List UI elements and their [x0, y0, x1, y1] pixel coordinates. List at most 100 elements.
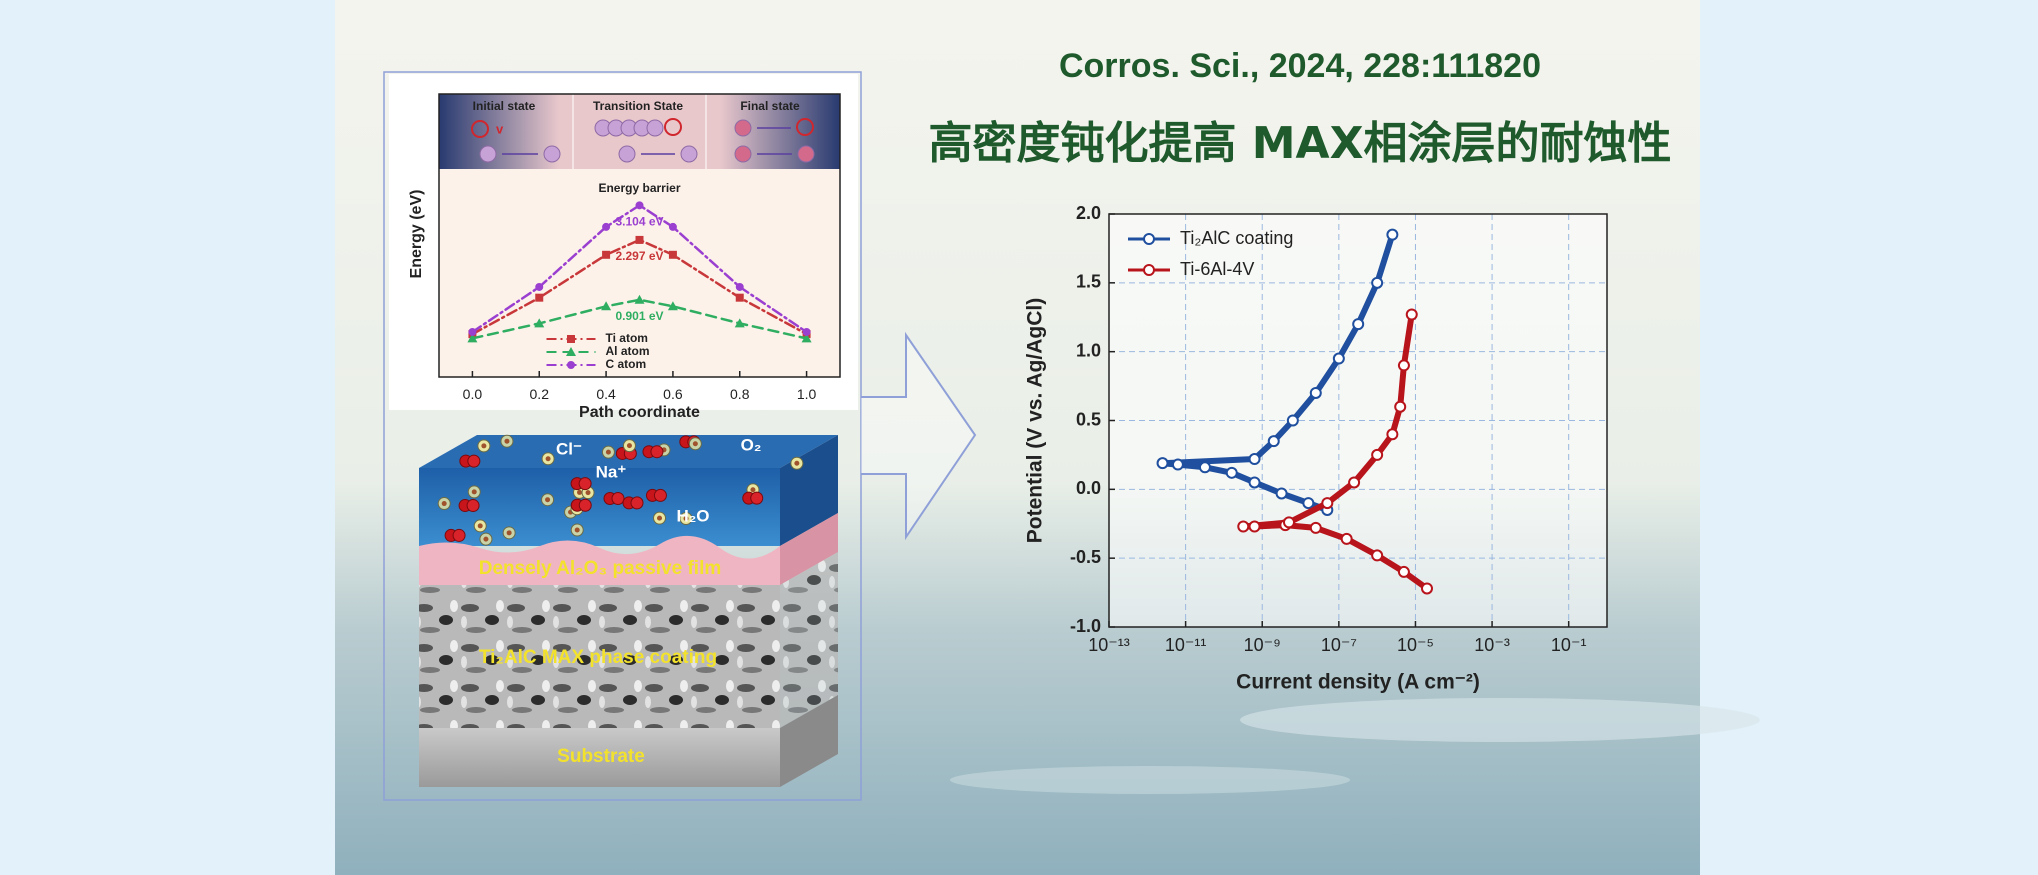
chart-title: Energy barrier — [598, 181, 680, 195]
x-tick-label: 0.2 — [530, 386, 550, 402]
molecule — [477, 523, 483, 529]
molecule — [578, 498, 592, 512]
molecule — [650, 445, 664, 459]
schematic: Cl⁻ Na⁺ O₂ H₂O Densely Al₂O₃ passive fil… — [419, 434, 838, 787]
y-tick-label: 0.0 — [1076, 478, 1101, 498]
plot-frame — [438, 93, 841, 378]
marker — [802, 327, 811, 336]
marker — [1332, 352, 1345, 365]
marker — [1352, 318, 1365, 331]
plot-frame — [1108, 213, 1608, 628]
molecule — [471, 489, 477, 495]
marker — [1386, 428, 1399, 441]
marker — [468, 327, 477, 336]
marker — [1371, 549, 1384, 562]
arrow — [861, 331, 977, 541]
marker — [735, 293, 744, 302]
marker — [801, 333, 812, 343]
molecule — [653, 488, 667, 502]
substrate-side — [780, 695, 838, 787]
x-tick-label: 0.0 — [463, 386, 483, 402]
marker — [634, 294, 645, 304]
y-tick-label: 1.5 — [1076, 272, 1101, 292]
x-tick-label: 10⁻¹³ — [1088, 635, 1130, 655]
title: 高密度钝化提高 MAX相涂层的耐蚀性 — [928, 118, 1671, 169]
x-tick-label: 0.6 — [663, 386, 683, 402]
x-tick-label: 10⁻¹¹ — [1165, 635, 1207, 655]
molecule — [483, 536, 489, 542]
value-label: 0.901 eV — [615, 309, 663, 323]
x-tick-label: 10⁻¹ — [1551, 635, 1587, 655]
coating-side — [780, 552, 838, 728]
series-line — [1159, 231, 1396, 513]
state-label: Transition State — [593, 99, 683, 113]
molecule — [750, 491, 764, 505]
vacancy — [471, 120, 489, 138]
layer-label: Substrate — [557, 746, 645, 767]
marker — [1275, 487, 1288, 500]
x-tick-label: 10⁻⁹ — [1244, 635, 1281, 655]
marker — [1248, 476, 1261, 489]
molecule — [466, 499, 480, 513]
film-side — [780, 513, 838, 585]
legend-label: Ti-6Al-4V — [1180, 259, 1254, 279]
passive-film — [419, 535, 780, 585]
marker — [1283, 516, 1296, 529]
molecule — [452, 528, 466, 542]
marker — [1397, 359, 1410, 372]
marker — [1302, 497, 1315, 510]
value-label: 2.297 eV — [615, 249, 663, 263]
x-tick-label: 0.4 — [596, 386, 616, 402]
marker — [735, 282, 744, 291]
ion-label: O₂ — [741, 435, 762, 454]
marker — [1156, 457, 1169, 470]
y-axis-label: Energy (eV) — [408, 190, 425, 279]
ion-label: Cl⁻ — [556, 439, 582, 458]
marker — [535, 293, 544, 302]
marker — [534, 318, 545, 328]
molecule — [657, 515, 663, 521]
legend-label: Ti₂AlC coating — [1180, 228, 1293, 248]
y-tick-label: 0.5 — [1076, 409, 1101, 429]
molecule — [441, 501, 447, 507]
marker — [1371, 448, 1384, 461]
marker — [635, 235, 644, 244]
marker — [601, 301, 612, 311]
citation: Corros. Sci., 2024, 228:111820 — [1059, 47, 1541, 85]
marker — [1309, 386, 1322, 399]
x-tick-label: 0.8 — [730, 386, 750, 402]
marker — [1309, 521, 1322, 534]
molecule — [750, 487, 756, 493]
molecule — [545, 497, 551, 503]
y-tick-label: -0.5 — [1070, 547, 1101, 567]
y-tick-label: 2.0 — [1076, 203, 1101, 223]
molecule — [481, 443, 487, 449]
molecule — [683, 515, 689, 521]
marker — [566, 347, 576, 356]
legend-label: Al atom — [606, 344, 650, 358]
arrows — [502, 127, 792, 155]
marker — [467, 333, 478, 343]
molecule — [506, 530, 512, 536]
marker — [567, 361, 575, 369]
marker — [1198, 461, 1211, 474]
molecule — [574, 527, 580, 533]
marker — [1394, 400, 1407, 413]
y-tick-label: -1.0 — [1070, 616, 1101, 636]
marker — [602, 222, 611, 231]
marker — [1171, 458, 1184, 471]
x-tick-label: 10⁻⁵ — [1397, 635, 1434, 655]
atoms — [479, 119, 815, 163]
molecule — [605, 449, 611, 455]
marker — [734, 318, 745, 328]
molecule — [578, 477, 592, 491]
legend-label: Ti atom — [606, 331, 648, 345]
vacancy — [796, 118, 814, 136]
molecule — [577, 489, 583, 495]
x-tick-label: 10⁻⁷ — [1321, 635, 1357, 655]
molecule — [692, 441, 698, 447]
state-label: Final state — [740, 99, 800, 113]
marker — [635, 201, 644, 210]
marker — [1386, 228, 1399, 241]
